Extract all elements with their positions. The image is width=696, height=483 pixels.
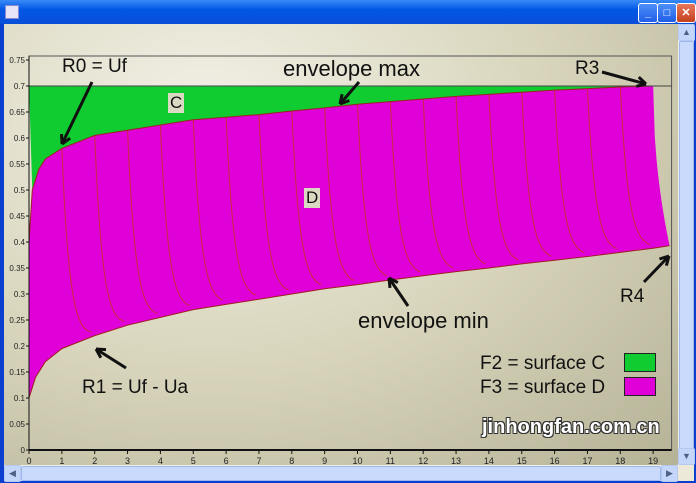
- x-tick-label: 14: [484, 456, 494, 465]
- y-tick-label: 0.25: [9, 316, 25, 325]
- title-bar: _ □ ✕: [0, 0, 696, 24]
- minimize-button[interactable]: _: [638, 3, 658, 23]
- y-tick-label: 0.1: [14, 394, 26, 403]
- resize-grip[interactable]: [678, 465, 694, 481]
- y-tick-label: 0.6: [14, 134, 26, 143]
- x-tick-label: 6: [224, 456, 229, 465]
- arrow-r3: [601, 70, 647, 86]
- x-tick-label: 17: [582, 456, 592, 465]
- vertical-scrollbar[interactable]: ▲ ▼: [678, 24, 695, 465]
- legend-label-f2: F2 = surface C: [480, 353, 606, 374]
- y-tick-label: 0.15: [9, 368, 25, 377]
- cycle-line-3: [159, 124, 191, 307]
- y-tick-label: 0.05: [9, 420, 25, 429]
- scroll-up-button[interactable]: ▲: [678, 24, 695, 41]
- vertical-scroll-thumb[interactable]: [679, 41, 694, 449]
- scroll-down-button[interactable]: ▼: [678, 448, 695, 465]
- legend-swatch-f2: [624, 353, 656, 372]
- x-tick-label: 10: [352, 456, 362, 465]
- chart-area: 0 1 2 3 4 5 6 7 8 9 10 11 12 13 14 15 16 17 18 19 0 0.05 0.1 0.…: [4, 24, 678, 465]
- y-tick-label: 0.45: [9, 212, 25, 221]
- cycle-line-15: [554, 90, 585, 254]
- label-c: C: [168, 93, 185, 113]
- cycle-line-6: [258, 114, 289, 291]
- x-tick-label: 3: [125, 456, 130, 465]
- cycle-line-5: [225, 117, 256, 296]
- arrow-r4-head: [659, 254, 671, 267]
- y-tick-label: 0.2: [14, 342, 26, 351]
- legend-swatch-f3: [624, 377, 656, 396]
- scroll-right-button[interactable]: ▶: [661, 465, 678, 482]
- x-tick-label: 0: [26, 456, 31, 465]
- x-tick-label: 13: [451, 456, 461, 465]
- x-tick-label: 9: [322, 456, 327, 465]
- annotation-r1: R1 = Uf - Ua: [82, 377, 189, 398]
- y-tick-label: 0.55: [9, 160, 25, 169]
- y-tick-label: 0.75: [9, 56, 25, 65]
- x-tick-label: 5: [191, 456, 196, 465]
- x-tick-label: 15: [517, 456, 527, 465]
- label-d: D: [304, 188, 321, 208]
- annotation-envelope-max: envelope max: [283, 56, 420, 81]
- cycle-line-17: [619, 87, 651, 245]
- arrow-envelope-max-head: [338, 93, 350, 106]
- cycle-line-16: [586, 88, 618, 250]
- surface-d: [29, 86, 670, 398]
- x-tick-label: 4: [158, 456, 163, 465]
- cycle-line-2: [127, 130, 158, 314]
- arrow-r3-head: [635, 75, 648, 88]
- cycle-line-13: [488, 94, 519, 261]
- arrow-r0-head: [60, 133, 72, 146]
- horizontal-scroll-thumb[interactable]: [21, 466, 661, 481]
- x-tick-label: 18: [615, 456, 625, 465]
- legend-label-f3: F3 = surface D: [480, 377, 606, 398]
- y-tick-label: 0.5: [14, 186, 26, 195]
- arrow-envelope-min: [387, 277, 410, 307]
- envelope-min-line: [28, 245, 670, 399]
- y-tick-label: 0.35: [9, 264, 25, 273]
- cycle-line-9: [357, 104, 388, 277]
- cycle-line-0: [61, 148, 92, 333]
- arrow-r4: [642, 254, 671, 284]
- cycle-line-8: [324, 107, 355, 281]
- chart: 0 1 2 3 4 5 6 7 8 9 10 11 12 13 14 15 16 17 18 1900.050.10.…: [9, 55, 673, 465]
- y-tick-label: 0.7: [14, 82, 26, 91]
- x-tick-label: 12: [418, 456, 428, 465]
- arrow-envelope-min-head: [387, 276, 399, 289]
- y-tick-label: 0.3: [14, 290, 26, 299]
- x-tick-label: 2: [92, 456, 97, 465]
- x-tick-label: 11: [386, 456, 395, 465]
- arrow-envelope-max: [338, 81, 361, 105]
- horizontal-scrollbar[interactable]: ◀ ▶: [4, 465, 678, 482]
- annotation-r4: R4: [620, 286, 645, 307]
- app-icon: [5, 5, 19, 19]
- watermark: jinhongfan.com.cn: [482, 416, 660, 438]
- cycle-line-1: [94, 135, 125, 322]
- cycle-line-4: [192, 119, 224, 301]
- arrow-r0: [60, 81, 94, 145]
- x-tick-label: 19: [648, 456, 658, 465]
- y-tick-label: 0: [21, 446, 26, 455]
- x-tick-label: 7: [256, 456, 261, 465]
- arrow-r1: [95, 347, 127, 370]
- surface-c: [29, 86, 657, 190]
- cycle-line-7: [291, 110, 322, 286]
- cycle-line-11: [422, 98, 453, 269]
- x-tick-label: 1: [59, 456, 64, 465]
- annotation-r3: R3: [575, 58, 600, 79]
- maximize-button[interactable]: □: [657, 3, 677, 23]
- annotation-envelope-min: envelope min: [358, 308, 489, 333]
- cycle-line-10: [389, 101, 421, 273]
- arrow-r1-head: [94, 347, 107, 359]
- annotation-r0: R0 = Uf: [62, 56, 127, 77]
- scroll-left-button[interactable]: ◀: [4, 465, 21, 482]
- close-button[interactable]: ✕: [676, 3, 696, 23]
- x-tick-label: 8: [289, 456, 294, 465]
- envelope-max-line: [28, 85, 654, 243]
- y-tick-label: 0.4: [14, 238, 26, 247]
- x-tick-label: 16: [550, 456, 560, 465]
- y-tick-label: 0.65: [9, 108, 25, 117]
- cycle-line-14: [521, 92, 552, 257]
- cycle-line-12: [455, 96, 486, 265]
